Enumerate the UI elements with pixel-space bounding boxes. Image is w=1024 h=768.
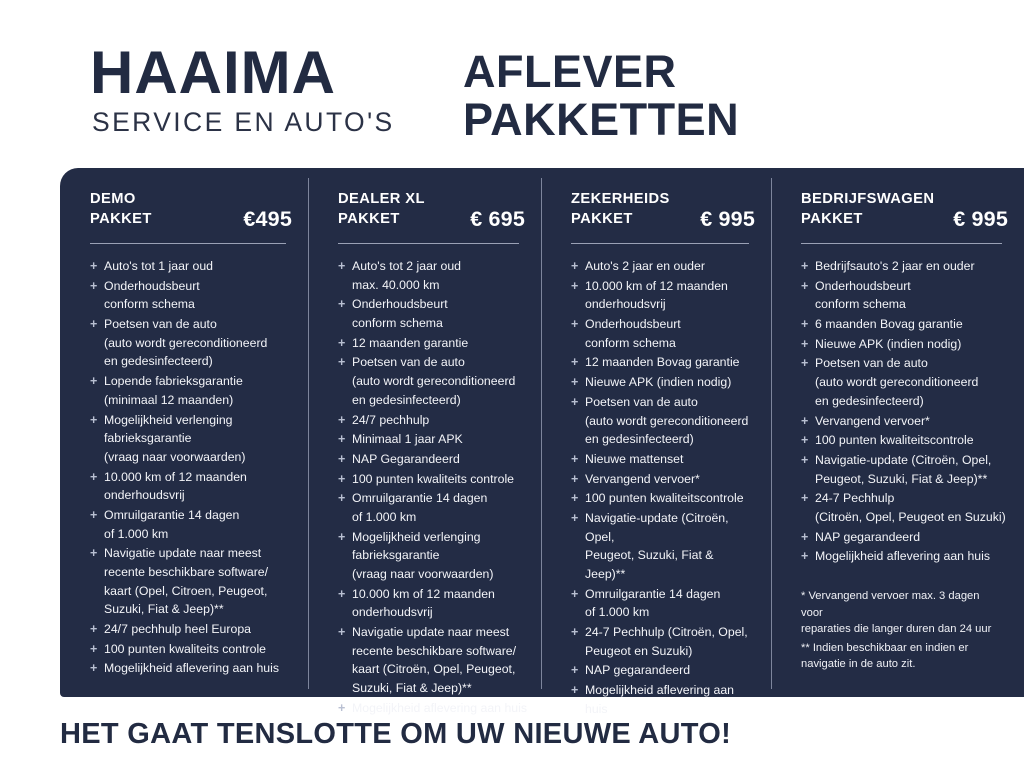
list-item: 100 punten kwaliteits controle (90, 640, 294, 659)
list-item: Bedrijfsauto's 2 jaar en ouder (801, 257, 1010, 276)
list-item: Auto's 2 jaar en ouder (571, 257, 757, 276)
header-divider (571, 243, 749, 244)
list-item: Auto's tot 1 jaar oud (90, 257, 294, 276)
list-item: Vervangend vervoer* (571, 470, 757, 489)
list-item: 6 maanden Bovag garantie (801, 315, 1010, 334)
list-item: Mogelijkheid verlenging fabrieksgarantie… (90, 411, 294, 467)
list-item: Mogelijkheid aflevering aan huis (338, 699, 527, 718)
package-price: € 695 (470, 207, 525, 231)
package-title: DEALER XL PAKKET (338, 191, 425, 227)
package-price: € 995 (953, 207, 1008, 231)
header-divider (338, 243, 519, 244)
list-item: Mogelijkheid verlenging fabrieksgarantie… (338, 528, 527, 584)
page-header: HAAIMA SERVICE EN AUTO'S AFLEVER PAKKETT… (0, 0, 1024, 168)
list-item: Omruilgarantie 14 dagen of 1.000 km (90, 506, 294, 543)
package-title: BEDRIJFSWAGEN PAKKET (801, 191, 935, 227)
tagline: HET GAAT TENSLOTTE OM UW NIEUWE AUTO! (60, 718, 732, 750)
column-divider (308, 178, 309, 689)
package-card-demo: DEMO PAKKET €495 Auto's tot 1 jaar oud O… (60, 168, 308, 697)
headline-line-1: AFLEVER (463, 46, 677, 97)
feature-list: Bedrijfsauto's 2 jaar en ouder Onderhoud… (801, 257, 1010, 566)
footnote-single-asterisk: * Vervangend vervoer max. 3 dagen voor r… (801, 590, 992, 636)
package-title: DEMO PAKKET (90, 191, 152, 227)
list-item: Mogelijkheid aflevering aan huis (801, 547, 1010, 566)
footnote-double-asterisk: ** Indien beschikbaar en indien er navig… (801, 641, 969, 671)
list-item: Mogelijkheid aflevering aan huis (571, 681, 757, 718)
package-price: €495 (243, 207, 292, 231)
package-header: DEALER XL PAKKET € 695 (338, 190, 527, 232)
packages-panel: DEMO PAKKET €495 Auto's tot 1 jaar oud O… (60, 168, 1024, 718)
package-card-bedrijfswagen: BEDRIJFSWAGEN PAKKET € 995 Bedrijfsauto'… (771, 168, 1024, 697)
page-title: AFLEVER PAKKETTEN (463, 48, 739, 143)
package-header: DEMO PAKKET €495 (90, 190, 294, 232)
headline-line-2: PAKKETTEN (463, 93, 740, 145)
list-item: Poetsen van de auto (auto wordt gerecond… (571, 393, 757, 449)
list-item: Nieuwe mattenset (571, 450, 757, 469)
list-item: Navigatie-update (Citroën, Opel, Peugeot… (571, 509, 757, 584)
list-item: 100 punten kwaliteits controle (338, 470, 527, 489)
list-item: 12 maanden Bovag garantie (571, 353, 757, 372)
header-divider (801, 243, 1002, 244)
list-item: Poetsen van de auto (auto wordt gerecond… (801, 354, 1010, 410)
brand-logo: HAAIMA SERVICE EN AUTO'S (90, 39, 430, 138)
list-item: Navigatie-update (Citroën, Opel, Peugeot… (801, 451, 1010, 488)
package-card-dealer-xl: DEALER XL PAKKET € 695 Auto's tot 2 jaar… (308, 168, 541, 718)
list-item: 24-7 Pechhulp (Citroën, Opel, Peugeot en… (801, 489, 1010, 526)
list-item: 100 punten kwaliteitscontrole (571, 489, 757, 508)
brand-name: HAAIMA (90, 39, 336, 106)
feature-list: Auto's 2 jaar en ouder 10.000 km of 12 m… (571, 257, 757, 719)
column-divider (541, 178, 542, 689)
list-item: 24/7 pechhulp (338, 411, 527, 430)
list-item: Mogelijkheid aflevering aan huis (90, 659, 294, 678)
list-item: NAP Gegarandeerd (338, 450, 527, 469)
list-item: NAP gegarandeerd (801, 528, 1010, 547)
list-item: Nieuwe APK (indien nodig) (571, 373, 757, 392)
list-item: 24-7 Pechhulp (Citroën, Opel, Peugeot en… (571, 623, 757, 660)
column-divider (771, 178, 772, 689)
list-item: Nieuwe APK (indien nodig) (801, 335, 1010, 354)
package-card-zekerheids: ZEKERHEIDS PAKKET € 995 Auto's 2 jaar en… (541, 168, 771, 716)
list-item: Navigatie update naar meest recente besc… (90, 544, 294, 619)
list-item: 24/7 pechhulp heel Europa (90, 620, 294, 639)
package-title: ZEKERHEIDS PAKKET (571, 191, 670, 227)
package-price: € 995 (700, 207, 755, 231)
list-item: Auto's tot 2 jaar oud max. 40.000 km (338, 257, 527, 294)
list-item: 100 punten kwaliteitscontrole (801, 431, 1010, 450)
list-item: Onderhoudsbeurt conform schema (801, 277, 1010, 314)
package-header: ZEKERHEIDS PAKKET € 995 (571, 190, 757, 232)
list-item: 12 maanden garantie (338, 334, 527, 353)
list-item: Onderhoudsbeurt conform schema (338, 295, 527, 332)
brand-subtitle: SERVICE EN AUTO'S (92, 107, 395, 137)
header-divider (90, 243, 286, 244)
list-item: 10.000 km of 12 maanden onderhoudsvrij (338, 585, 527, 622)
footnotes: * Vervangend vervoer max. 3 dagen voor r… (801, 588, 1010, 673)
list-item: Minimaal 1 jaar APK (338, 430, 527, 449)
list-item: Lopende fabrieksgarantie (minimaal 12 ma… (90, 372, 294, 409)
package-header: BEDRIJFSWAGEN PAKKET € 995 (801, 190, 1010, 232)
list-item: Navigatie update naar meest recente besc… (338, 623, 527, 698)
list-item: Vervangend vervoer* (801, 412, 1010, 431)
list-item: Omruilgarantie 14 dagen of 1.000 km (571, 585, 757, 622)
list-item: Poetsen van de auto (auto wordt gerecond… (90, 315, 294, 371)
list-item: NAP gegarandeerd (571, 661, 757, 680)
list-item: Onderhoudsbeurt conform schema (571, 315, 757, 352)
list-item: Poetsen van de auto (auto wordt gerecond… (338, 353, 527, 409)
feature-list: Auto's tot 2 jaar oud max. 40.000 km Ond… (338, 257, 527, 718)
list-item: Onderhoudsbeurt conform schema (90, 277, 294, 314)
list-item: 10.000 km of 12 maanden onderhoudsvrij (90, 468, 294, 505)
list-item: 10.000 km of 12 maanden onderhoudsvrij (571, 277, 757, 314)
feature-list: Auto's tot 1 jaar oud Onderhoudsbeurt co… (90, 257, 294, 678)
list-item: Omruilgarantie 14 dagen of 1.000 km (338, 489, 527, 526)
